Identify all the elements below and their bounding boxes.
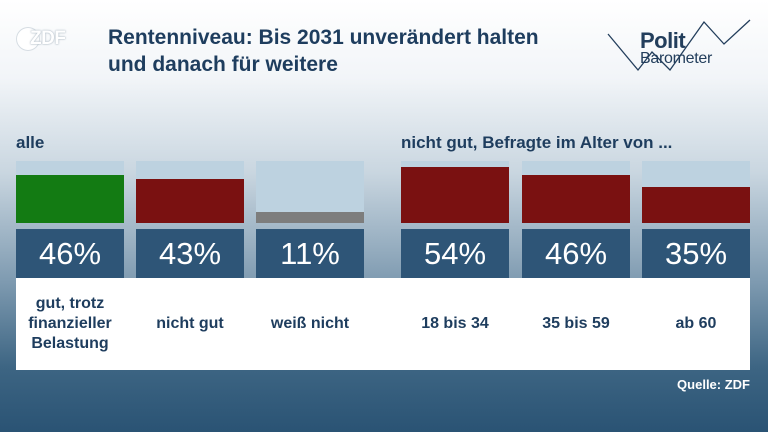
category-label-text: weiß nicht xyxy=(270,315,350,332)
value-label: 46% xyxy=(16,229,124,278)
category-label-panel xyxy=(16,278,750,370)
category-label: gut, trotz finanzieller Belastung xyxy=(16,278,124,370)
value-label: 43% xyxy=(136,229,244,278)
zdf-logo-circle xyxy=(16,27,40,51)
politbarometer-line-icon xyxy=(607,19,751,72)
bar-track xyxy=(401,161,509,223)
bar xyxy=(642,186,750,223)
politbarometer-polit: Polit xyxy=(640,28,686,53)
category-label-text: ab 60 xyxy=(675,315,717,332)
category-label: ab 60 xyxy=(636,278,756,370)
group-label-age: nicht gut, Befragte im Alter von ... xyxy=(401,133,673,152)
group-label-alle: alle xyxy=(16,133,45,152)
category-label-text: gut, trotz finanzieller Belastung xyxy=(28,295,112,352)
category-label-text: 35 bis 59 xyxy=(542,315,610,332)
value-label: 54% xyxy=(401,229,509,278)
bar xyxy=(256,211,364,223)
category-label-text: nicht gut xyxy=(156,315,224,332)
bar-track xyxy=(256,161,364,223)
politbarometer-badge: Polit Barometer xyxy=(600,12,760,82)
value-label: 46% xyxy=(522,229,630,278)
zdf-logo: ZDF xyxy=(16,27,78,51)
bar-track xyxy=(136,161,244,223)
source-note: Quelle: ZDF xyxy=(677,377,750,392)
bar xyxy=(401,167,509,223)
value-label: 35% xyxy=(642,229,750,278)
bar xyxy=(522,175,630,223)
category-label: 35 bis 59 xyxy=(516,278,636,370)
bar-track xyxy=(642,161,750,223)
chart-title: Rentenniveau: Bis 2031 unverändert halte… xyxy=(108,26,539,76)
bar xyxy=(136,178,244,223)
bar-track xyxy=(16,161,124,223)
zdf-logo-text: ZDF xyxy=(30,28,66,49)
category-label: nicht gut xyxy=(130,278,250,370)
category-label-text: 18 bis 34 xyxy=(421,315,489,332)
bar-track xyxy=(522,161,630,223)
politbarometer-barometer: Barometer xyxy=(640,50,712,67)
category-label: weiß nicht xyxy=(250,278,370,370)
category-label: 18 bis 34 xyxy=(395,278,515,370)
bar xyxy=(16,175,124,223)
value-label: 11% xyxy=(256,229,364,278)
